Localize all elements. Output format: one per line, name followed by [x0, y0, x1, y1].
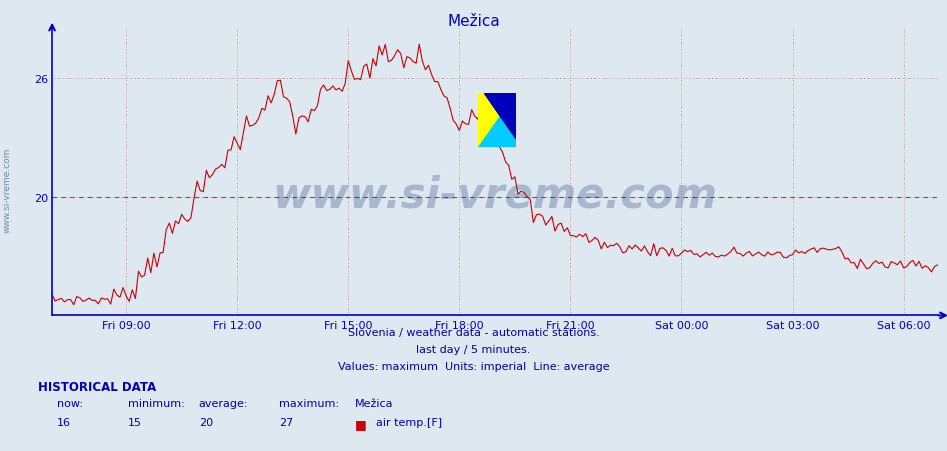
Text: average:: average: — [199, 398, 248, 408]
Text: ■: ■ — [355, 417, 366, 430]
Polygon shape — [484, 94, 516, 140]
Text: HISTORICAL DATA: HISTORICAL DATA — [38, 380, 156, 393]
Text: now:: now: — [57, 398, 82, 408]
Text: www.si-vreme.com: www.si-vreme.com — [273, 175, 717, 216]
Text: Mežica: Mežica — [355, 398, 394, 408]
Text: minimum:: minimum: — [128, 398, 185, 408]
Text: 16: 16 — [57, 417, 71, 427]
Text: Slovenia / weather data - automatic stations.: Slovenia / weather data - automatic stat… — [348, 327, 599, 337]
Text: last day / 5 minutes.: last day / 5 minutes. — [417, 344, 530, 354]
Text: Mežica: Mežica — [447, 14, 500, 29]
Polygon shape — [478, 94, 516, 148]
Text: Values: maximum  Units: imperial  Line: average: Values: maximum Units: imperial Line: av… — [338, 361, 609, 371]
Text: 27: 27 — [279, 417, 294, 427]
Text: www.si-vreme.com: www.si-vreme.com — [3, 147, 12, 232]
Text: 20: 20 — [199, 417, 213, 427]
Text: 15: 15 — [128, 417, 142, 427]
Text: air temp.[F]: air temp.[F] — [376, 417, 442, 427]
Text: maximum:: maximum: — [279, 398, 339, 408]
